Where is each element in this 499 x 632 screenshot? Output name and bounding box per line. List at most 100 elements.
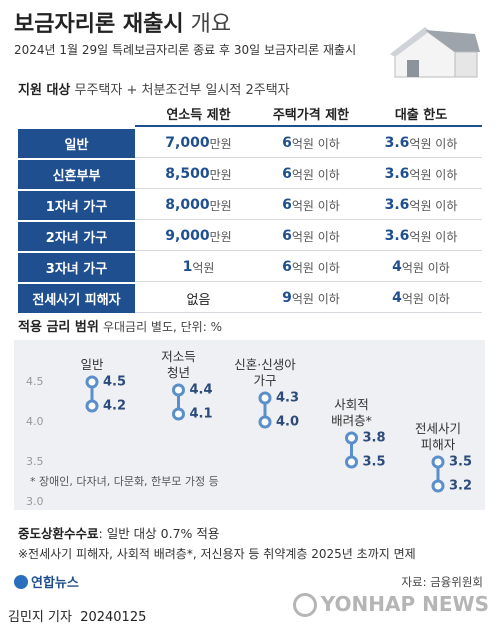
column-header: 주택가격 제한	[262, 101, 360, 127]
cell-unit: 만원	[209, 167, 232, 182]
table-cell: 4 억원 이하	[360, 253, 482, 282]
value-label: 4.4	[190, 383, 213, 398]
cell-number: 3.6	[384, 166, 410, 182]
row-header: 전세사기 피해자	[18, 284, 135, 313]
cell-number: 6	[282, 228, 292, 244]
cell-unit: 억원	[192, 260, 215, 275]
table-cell: 9,000 만원	[135, 222, 262, 251]
table-cell: 3.6 억원 이하	[360, 160, 482, 189]
title-suffix: 개요	[190, 12, 232, 37]
rate-point	[345, 431, 358, 445]
cell-number: 6	[282, 166, 292, 182]
table-cell: 4 억원 이하	[360, 284, 482, 313]
chart-subtitle: 우대금리 별도, 단위: %	[102, 320, 222, 334]
table-cell: 6 억원 이하	[262, 222, 360, 251]
title-main: 보금자리론 재출시	[14, 12, 184, 37]
support: 지원 대상 무주택자 + 처분조건부 일시적 2주택자	[18, 79, 290, 98]
house-icon	[390, 27, 480, 78]
fee: 중도상환수수료: 일반 대상 0.7% 적용	[18, 523, 219, 542]
category-label: 저소득 청년	[161, 349, 196, 380]
cell-number: 4	[392, 259, 402, 275]
support-text: 무주택자 + 처분조건부 일시적 2주택자	[74, 83, 290, 98]
chart-heading: 적용 금리 범위 우대금리 별도, 단위: %	[18, 316, 222, 335]
watermark-text: YONHAP NEWS	[320, 592, 489, 616]
cell-unit: 억원 이하	[291, 260, 340, 275]
column-header: 대출 한도	[360, 101, 482, 127]
category-label: 사회적 배려층*	[331, 397, 372, 428]
source: 자료: 금융위원회	[401, 575, 483, 589]
table-cell: 6 억원 이하	[262, 191, 360, 220]
exemption: ※전세사기 피해자, 사회적 배려층*, 저신용자 등 취약계층 2025년 초…	[18, 547, 416, 561]
value-label: 4.2	[103, 399, 126, 414]
chart-title: 적용 금리 범위	[18, 320, 99, 335]
rate-point	[258, 391, 272, 405]
category-label: 일반	[80, 357, 104, 372]
cell-unit: 억원 이하	[409, 167, 458, 182]
cell-unit: 만원	[209, 198, 232, 213]
row-header: 신혼부부	[18, 160, 135, 189]
table-cell: 없음	[135, 284, 262, 313]
value-label: 4.3	[276, 391, 299, 406]
cell-number: 9	[282, 290, 292, 306]
table-cell: 9 억원 이하	[262, 284, 360, 313]
row-header: 3자녀 가구	[18, 253, 135, 282]
cell-unit: 억원 이하	[409, 229, 458, 244]
category-label: 신혼·신생아 가구	[234, 357, 296, 388]
value-label: 4.5	[103, 375, 126, 390]
value-label: 3.5	[449, 455, 472, 470]
subtitle: 2024년 1월 29일 특례보금자리론 종료 후 30일 보금자리론 재출시	[14, 43, 357, 57]
watermark: YONHAP NEWS	[292, 592, 489, 617]
fee-label: 중도상환수수료	[18, 526, 99, 541]
rate-point	[431, 455, 445, 469]
y-tick-label: 3.0	[26, 495, 44, 508]
rate-point	[345, 455, 358, 469]
cell-number: 4	[392, 290, 402, 306]
title: 보금자리론 재출시 개요	[14, 6, 231, 38]
cell-number: 3.6	[384, 135, 410, 151]
table-cell: 6 억원 이하	[262, 160, 360, 189]
cell-unit: 억원 이하	[401, 291, 450, 306]
cell-unit: 억원 이하	[291, 291, 340, 306]
cell-unit: 만원	[209, 229, 232, 244]
cell-unit: 없음	[186, 292, 211, 308]
y-tick-label: 4.5	[26, 375, 44, 388]
cell-unit: 만원	[209, 136, 232, 151]
rate-point	[172, 407, 185, 421]
rate-point	[258, 415, 272, 429]
cell-number: 7,000	[165, 135, 210, 151]
table-cell: 1 억원	[135, 253, 262, 282]
cell-number: 8,000	[165, 197, 210, 213]
table-cell: 7,000 만원	[135, 129, 262, 158]
value-label: 3.5	[363, 455, 386, 470]
y-tick-label: 4.0	[26, 415, 44, 428]
value-label: 4.1	[190, 407, 213, 422]
value-label: 3.2	[449, 479, 472, 494]
cell-number: 3.6	[384, 197, 410, 213]
cell-unit: 억원 이하	[291, 229, 340, 244]
table-cell: 8,500 만원	[135, 160, 262, 189]
table-cell: 6 억원 이하	[262, 129, 360, 158]
rate-point	[85, 375, 99, 389]
cell-number: 6	[282, 135, 292, 151]
cell-unit: 억원 이하	[291, 198, 340, 213]
y-tick-label: 3.5	[26, 455, 44, 468]
support-label: 지원 대상	[18, 83, 71, 98]
cell-unit: 억원 이하	[291, 167, 340, 182]
fee-text: : 일반 대상 0.7% 적용	[98, 526, 220, 541]
logo-text: 연합뉴스	[31, 576, 79, 591]
value-label: 3.8	[363, 431, 386, 446]
cell-number: 3.6	[384, 228, 410, 244]
cell-unit: 억원 이하	[409, 136, 458, 151]
row-header: 2자녀 가구	[18, 222, 135, 251]
cell-number: 6	[282, 197, 292, 213]
cell-number: 1	[182, 259, 193, 275]
row-header: 일반	[18, 129, 135, 158]
rate-point	[85, 399, 99, 413]
table-cell: 3.6 억원 이하	[360, 222, 482, 251]
cell-unit: 억원 이하	[409, 198, 458, 213]
rate-point	[431, 479, 445, 493]
rate-point	[172, 383, 185, 397]
table-cell: 3.6 억원 이하	[360, 191, 482, 220]
